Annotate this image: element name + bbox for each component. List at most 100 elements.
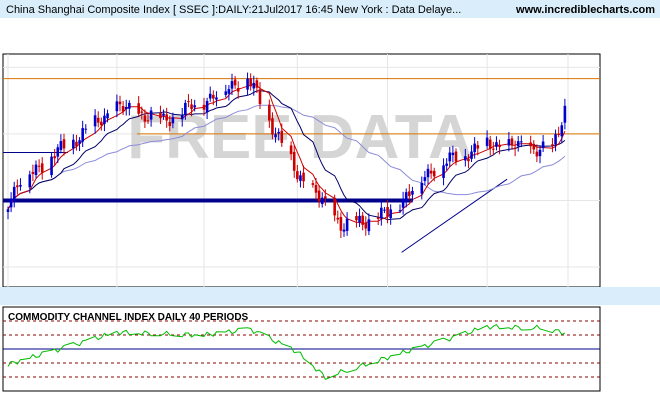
candle xyxy=(184,99,187,120)
candle xyxy=(143,109,147,128)
candle-body xyxy=(445,163,448,166)
candle-body xyxy=(165,114,168,121)
candle xyxy=(137,96,140,117)
candle-body xyxy=(476,145,480,149)
candle xyxy=(320,192,324,208)
candle-body xyxy=(187,101,190,103)
candle xyxy=(31,164,35,182)
candle-body xyxy=(19,184,22,187)
candle-body xyxy=(383,209,386,211)
candle xyxy=(383,206,386,214)
candle xyxy=(37,159,41,173)
candle xyxy=(28,170,32,194)
candle-body xyxy=(563,105,567,123)
ma-fast-line xyxy=(7,83,566,224)
candle-body xyxy=(432,170,436,177)
candle-body xyxy=(376,217,380,219)
candle xyxy=(507,131,511,152)
candle xyxy=(473,137,476,159)
candle xyxy=(520,135,523,148)
candle xyxy=(551,138,554,153)
price-panel xyxy=(2,53,601,288)
candle-body xyxy=(246,78,249,90)
candle xyxy=(215,91,218,107)
candle xyxy=(408,184,411,200)
candle xyxy=(149,106,153,127)
candle-body xyxy=(159,112,162,119)
candle-body xyxy=(488,139,492,149)
candle xyxy=(128,100,131,116)
candle-body xyxy=(532,143,536,150)
candle xyxy=(193,99,196,112)
candle-body xyxy=(364,223,368,229)
candle-body xyxy=(143,115,147,122)
candle-body xyxy=(72,139,75,149)
candle xyxy=(190,98,193,117)
candle-body xyxy=(529,142,532,147)
candle xyxy=(34,160,38,179)
candle-body xyxy=(268,104,271,121)
candle xyxy=(302,165,305,189)
candle-body xyxy=(212,94,215,99)
cci-line xyxy=(7,323,566,381)
candle xyxy=(324,189,327,206)
candle-body xyxy=(367,219,371,232)
candle xyxy=(146,113,150,124)
candle xyxy=(16,179,19,195)
candle-body xyxy=(12,186,16,202)
candle-body xyxy=(516,141,520,147)
candle-body xyxy=(249,78,252,87)
candle xyxy=(168,115,172,132)
candle xyxy=(488,135,492,156)
candle xyxy=(233,75,237,89)
candle xyxy=(445,158,448,171)
candle-body xyxy=(324,196,327,199)
candle xyxy=(554,129,557,152)
candle-body xyxy=(16,185,19,188)
candle xyxy=(451,145,455,163)
candle-body xyxy=(541,141,545,149)
candle-body xyxy=(37,165,41,167)
candle xyxy=(398,204,402,214)
candle xyxy=(426,164,430,185)
candle xyxy=(492,141,495,156)
candle-body xyxy=(311,183,315,185)
candle-body xyxy=(202,104,206,110)
candle-body xyxy=(121,106,125,112)
candle-body xyxy=(507,139,511,146)
candle-body xyxy=(100,121,103,126)
candle xyxy=(56,144,60,164)
candle xyxy=(389,204,392,225)
header-bar xyxy=(0,0,660,18)
candle-body xyxy=(520,141,523,143)
candle xyxy=(380,200,383,226)
candle xyxy=(513,140,517,157)
candle-body xyxy=(498,144,501,148)
candle xyxy=(314,178,318,200)
candle-body xyxy=(292,151,296,171)
date-axis xyxy=(0,287,660,305)
candle xyxy=(454,148,458,166)
candle xyxy=(292,145,296,178)
chart-title: China Shanghai Composite Index [ SSEC ]:… xyxy=(6,4,461,16)
candle-body xyxy=(551,144,554,147)
candle-body xyxy=(271,118,274,135)
candle xyxy=(289,141,293,161)
candle-body xyxy=(124,106,128,110)
candle-body xyxy=(317,190,321,202)
candle xyxy=(40,157,44,180)
candle-body xyxy=(81,128,84,142)
candle-body xyxy=(193,105,196,108)
candle-body xyxy=(404,192,408,202)
candle-body xyxy=(146,120,150,122)
candle xyxy=(12,181,16,208)
candle-body xyxy=(75,141,78,147)
candle xyxy=(367,213,371,236)
candle-body xyxy=(296,171,299,180)
candle-body xyxy=(513,147,517,149)
candle-body xyxy=(401,198,405,208)
candle xyxy=(404,188,408,208)
candle-body xyxy=(137,103,140,114)
candle xyxy=(339,212,343,238)
